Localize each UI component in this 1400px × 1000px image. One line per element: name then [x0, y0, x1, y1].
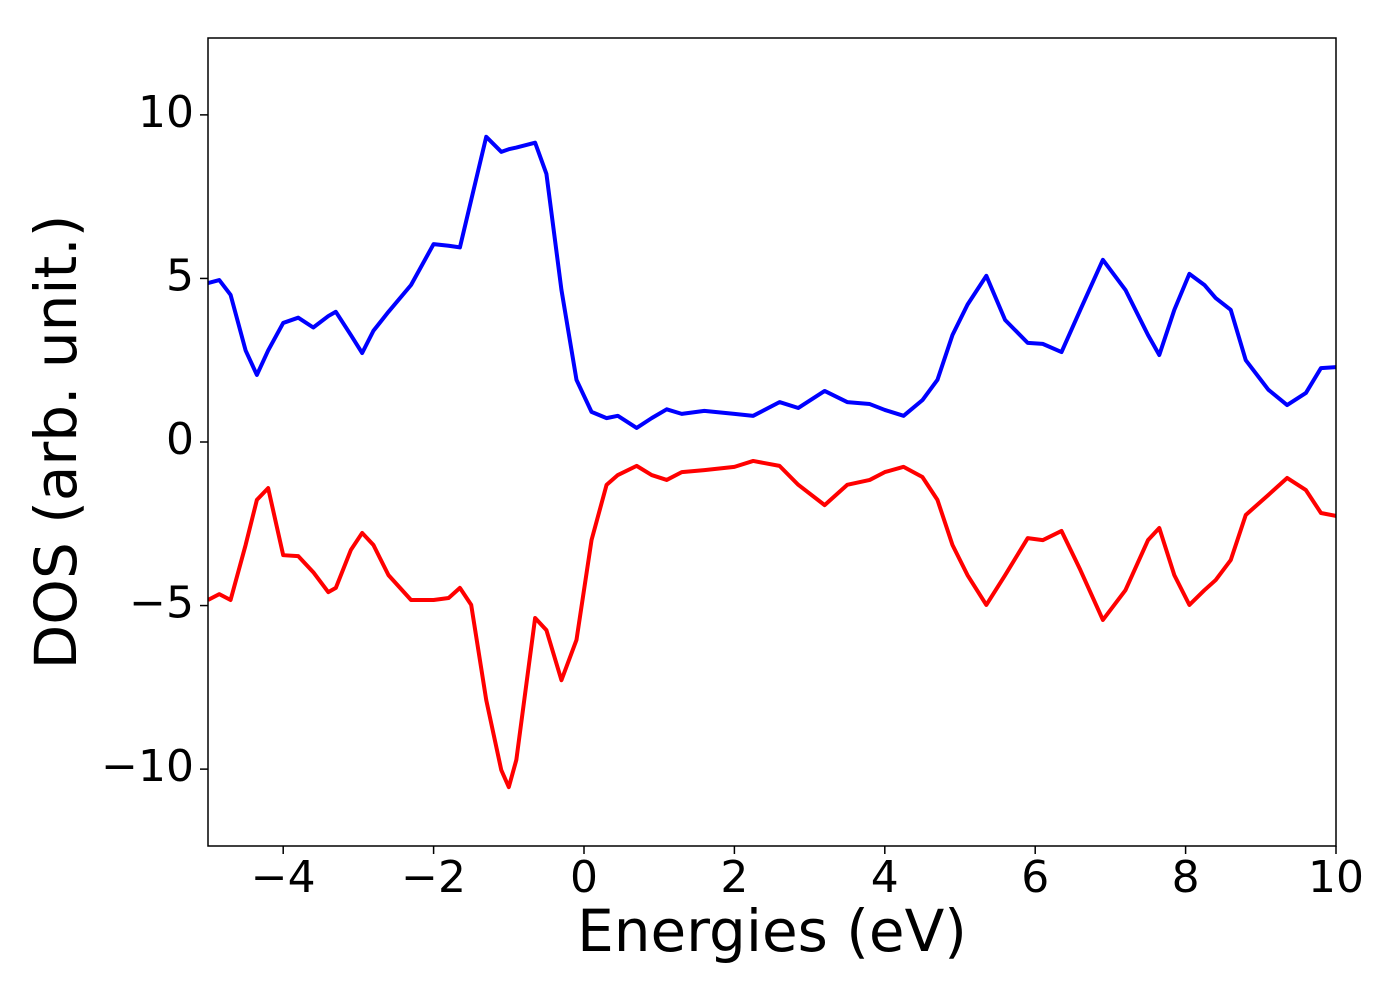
y-tick-label: 0 — [166, 414, 194, 465]
x-axis-label: Energies (eV) — [577, 897, 967, 965]
y-tick-label: −5 — [129, 578, 194, 629]
y-tick-label: 5 — [166, 250, 194, 301]
x-tick-label: −2 — [401, 852, 466, 903]
x-tick-label: 8 — [1172, 852, 1200, 903]
x-tick-label: 4 — [871, 852, 899, 903]
x-tick-label: 0 — [570, 852, 598, 903]
y-tick-label: −10 — [101, 741, 194, 792]
x-tick-label: 6 — [1021, 852, 1049, 903]
x-tick-label: 10 — [1308, 852, 1364, 903]
plot-frame — [207, 37, 1337, 847]
line-series — [208, 134, 1336, 430]
line-series — [208, 458, 1336, 790]
x-tick-label: 2 — [720, 852, 748, 903]
y-tick-label: 10 — [138, 87, 194, 138]
x-tick-label: −4 — [251, 852, 316, 903]
y-axis-label: DOS (arb. unit.) — [22, 215, 90, 670]
